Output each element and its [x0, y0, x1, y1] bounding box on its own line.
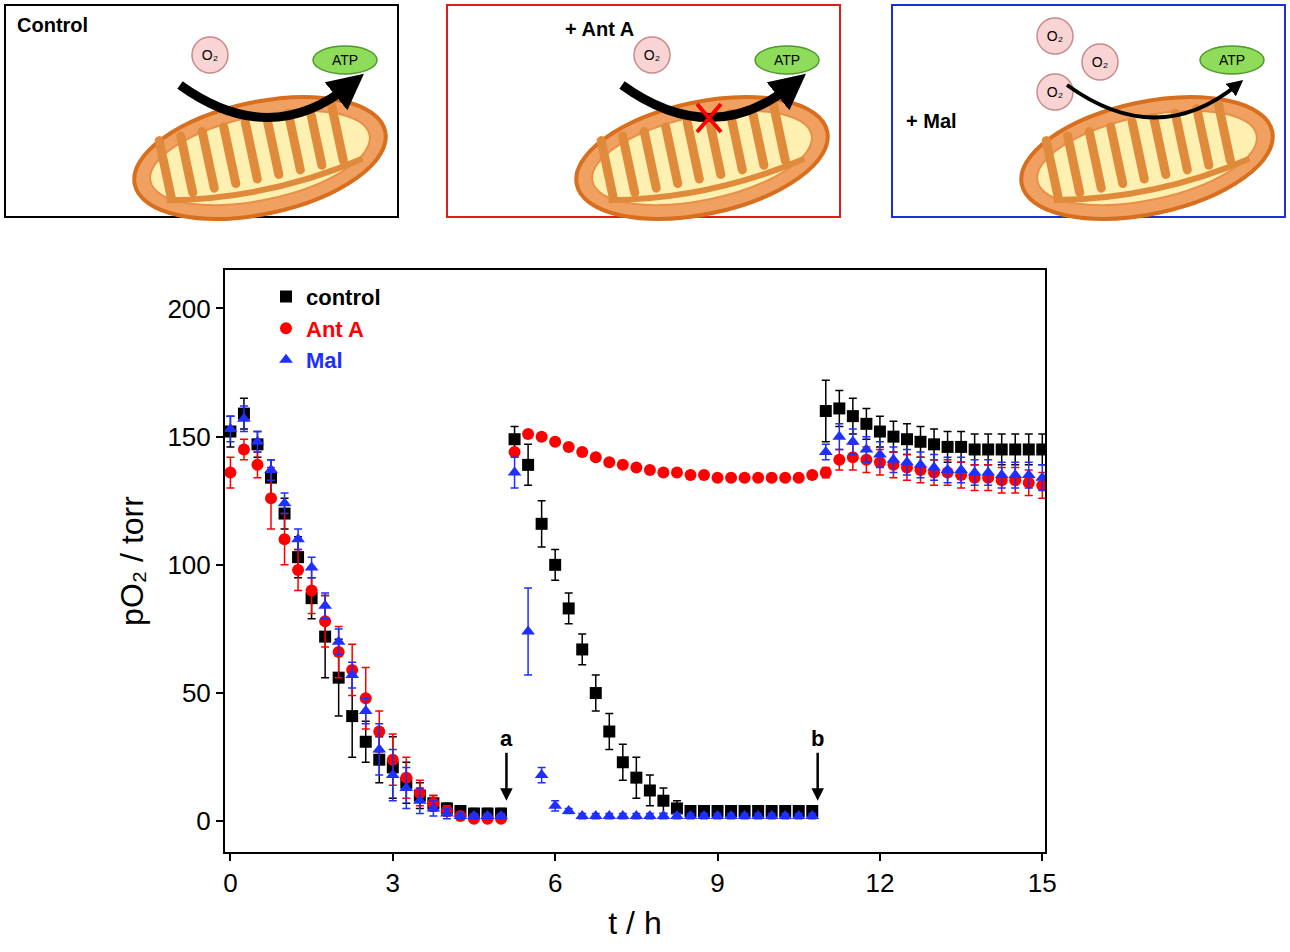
svg-text:0: 0: [223, 868, 237, 898]
svg-text:t / h: t / h: [608, 905, 661, 941]
svg-text:15: 15: [1028, 868, 1057, 898]
svg-text:Mal: Mal: [306, 348, 343, 373]
svg-text:+ Ant A: + Ant A: [565, 18, 634, 40]
svg-text:150: 150: [167, 422, 210, 452]
svg-text:0: 0: [196, 806, 210, 836]
svg-text:+ Mal: + Mal: [906, 110, 957, 132]
svg-text:9: 9: [710, 868, 724, 898]
svg-text:ATP: ATP: [332, 52, 358, 68]
svg-text:6: 6: [548, 868, 562, 898]
svg-text:ATP: ATP: [774, 52, 800, 68]
svg-text:a: a: [500, 726, 513, 751]
svg-text:50: 50: [182, 678, 211, 708]
svg-text:O₂: O₂: [202, 47, 218, 63]
svg-text:ATP: ATP: [1219, 52, 1245, 68]
svg-text:O₂: O₂: [1092, 54, 1108, 70]
svg-text:200: 200: [167, 294, 210, 324]
svg-text:12: 12: [865, 868, 894, 898]
svg-text:pO₂ / torr: pO₂ / torr: [114, 496, 150, 626]
svg-text:Control: Control: [17, 14, 88, 36]
svg-text:O₂: O₂: [1047, 84, 1063, 100]
svg-text:control: control: [306, 285, 381, 310]
svg-text:100: 100: [167, 550, 210, 580]
svg-text:3: 3: [386, 868, 400, 898]
svg-text:O₂: O₂: [1047, 28, 1063, 44]
svg-text:O₂: O₂: [644, 47, 660, 63]
svg-text:Ant A: Ant A: [306, 317, 364, 342]
svg-text:b: b: [811, 726, 824, 751]
